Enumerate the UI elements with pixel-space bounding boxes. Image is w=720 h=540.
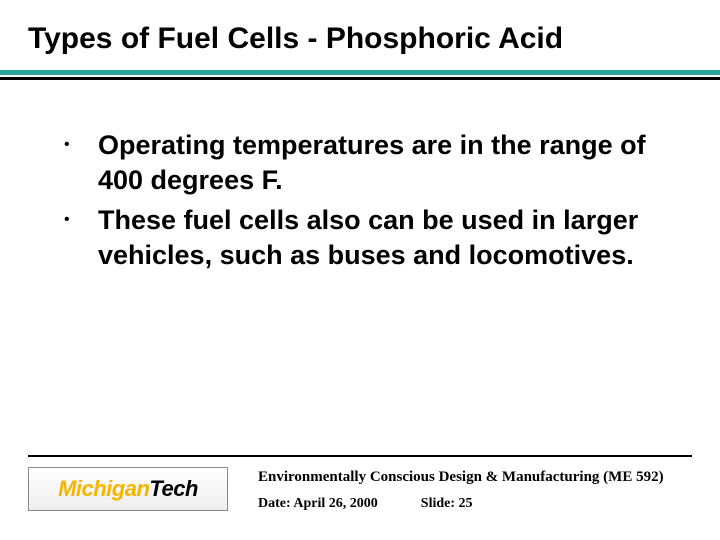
logo: MichiganTech — [28, 467, 228, 511]
footer: MichiganTech Environmentally Conscious D… — [0, 455, 720, 512]
slide: Types of Fuel Cells - Phosphoric Acid • … — [0, 0, 720, 540]
footer-meta: Date: April 26, 2000 Slide: 25 — [258, 496, 664, 512]
date-value: April 26, 2000 — [293, 496, 377, 511]
logo-part1: Michigan — [58, 476, 149, 502]
slide-title: Types of Fuel Cells - Phosphoric Acid — [0, 0, 720, 56]
footer-course: Environmentally Conscious Design & Manuf… — [258, 469, 664, 486]
date-label: Date: — [258, 496, 291, 511]
bullet-item: • These fuel cells also can be used in l… — [64, 203, 676, 272]
footer-text: Environmentally Conscious Design & Manuf… — [228, 467, 664, 512]
slide-label: Slide: — [421, 496, 455, 511]
bullet-text: These fuel cells also can be used in lar… — [98, 203, 676, 272]
teal-rule — [0, 70, 720, 75]
title-rule — [0, 70, 720, 80]
bullet-item: • Operating temperatures are in the rang… — [64, 128, 676, 197]
bullet-marker: • — [64, 203, 98, 237]
content-area: • Operating temperatures are in the rang… — [0, 80, 720, 272]
slide-value: 25 — [459, 496, 473, 511]
footer-content: MichiganTech Environmentally Conscious D… — [0, 467, 720, 512]
bullet-text: Operating temperatures are in the range … — [98, 128, 676, 197]
logo-part2: Tech — [149, 476, 198, 502]
bullet-marker: • — [64, 128, 98, 162]
footer-rule — [28, 455, 692, 457]
